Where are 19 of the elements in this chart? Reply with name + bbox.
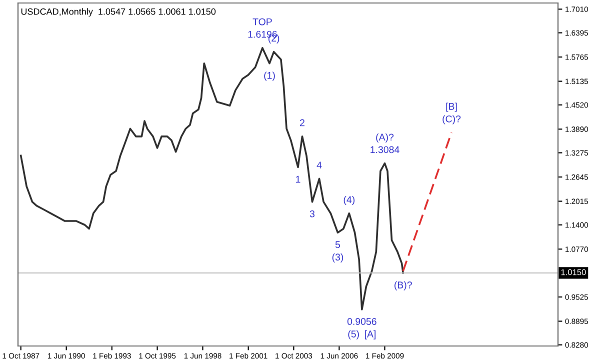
annotation: [B] [446, 102, 457, 112]
ref-line-label: 1.0150 [561, 269, 586, 276]
annotation: (B)? [394, 281, 412, 290]
annotation: (4) [344, 196, 354, 205]
annotation: 4 [316, 162, 322, 168]
text: USDCAD,Monthly 1.0547 1.0565 1.0061 1.0150 [21, 8, 216, 17]
annotation: 2 [300, 119, 304, 126]
annotation: 1.3084 [370, 146, 400, 154]
annotation: (A)? [376, 133, 394, 143]
annotation: (3) [332, 253, 344, 262]
annotation: 1 [296, 176, 300, 183]
annotation: 0.9056 [347, 318, 376, 325]
annotation: 3 [310, 210, 315, 218]
annotation: (1) [264, 72, 275, 81]
annotation: (C)? [442, 115, 461, 124]
annotation: 5 [335, 241, 340, 248]
annotation: (5) [348, 330, 359, 340]
annotation: [A] [364, 330, 376, 340]
annotation: TOP [252, 18, 272, 26]
